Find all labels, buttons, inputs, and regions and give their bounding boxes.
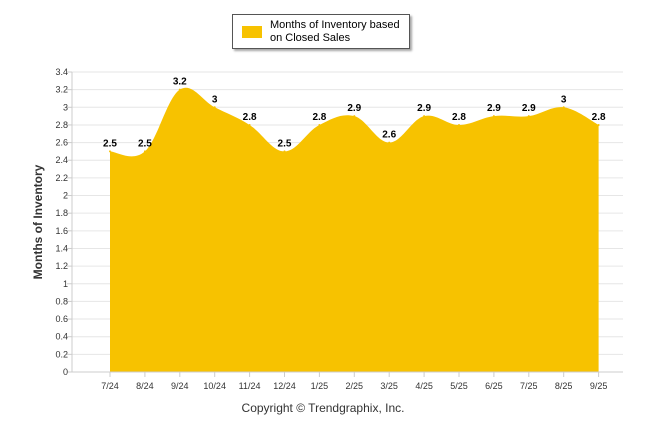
data-point-1 xyxy=(143,150,146,153)
data-point-5 xyxy=(283,150,286,153)
data-point-7 xyxy=(353,115,356,118)
x-tick-label-3: 10/24 xyxy=(203,381,226,391)
data-label-0: 2.5 xyxy=(103,138,117,149)
data-point-10 xyxy=(458,123,460,126)
x-tick-label-14: 9/25 xyxy=(590,381,608,391)
data-label-13: 3 xyxy=(561,94,567,105)
data-label-3: 3 xyxy=(212,94,218,105)
y-tick-label-2: 0.4 xyxy=(55,332,68,342)
legend-swatch xyxy=(242,26,262,38)
x-tick-label-6: 1/25 xyxy=(311,381,329,391)
y-tick-label-15: 3 xyxy=(63,102,68,112)
y-tick-label-13: 2.6 xyxy=(55,138,68,148)
data-label-14: 2.8 xyxy=(592,112,606,123)
area-fill xyxy=(110,87,599,373)
axes xyxy=(71,72,623,373)
y-tick-label-14: 2.8 xyxy=(55,120,68,130)
y-tick-label-12: 2.4 xyxy=(55,155,68,165)
x-tick-label-12: 7/25 xyxy=(520,381,538,391)
data-label-5: 2.5 xyxy=(278,138,292,149)
y-tick-label-8: 1.6 xyxy=(55,226,68,236)
x-tick-label-7: 2/25 xyxy=(346,381,364,391)
data-label-7: 2.9 xyxy=(347,103,361,114)
x-tick-label-1: 8/24 xyxy=(136,381,154,391)
data-label-1: 2.5 xyxy=(138,138,152,149)
data-point-2 xyxy=(178,88,181,91)
data-label-11: 2.9 xyxy=(487,103,501,114)
data-label-6: 2.8 xyxy=(312,112,326,123)
data-point-6 xyxy=(318,123,321,126)
y-tick-label-0: 0 xyxy=(63,367,68,377)
data-label-8: 2.6 xyxy=(382,130,396,141)
legend: Months of Inventory based on Closed Sale… xyxy=(232,14,410,49)
x-tick-label-13: 8/25 xyxy=(555,381,573,391)
y-axis-ticks: 0 0.2 0.4 0.6 0.8 1 1.2 1.4 1.6 1.8 2 2.2 2.4 2.6 2.8 3… xyxy=(55,67,72,377)
data-labels: 2.5 2.5 3.2 3 2.8 2.5 2.8 2.9 2.6 2.9 2.8 2.9 2.9 3 2.… xyxy=(103,77,606,150)
x-axis-ticks: 7/24 8/24 9/24 10/24 11/24 12/24 1/25 2/25 3/25 4… xyxy=(101,372,607,391)
data-point-9 xyxy=(423,115,426,118)
y-tick-label-17: 3.4 xyxy=(55,67,68,77)
data-point-8 xyxy=(388,141,391,144)
data-label-2: 3.2 xyxy=(173,77,187,88)
x-tick-label-8: 3/25 xyxy=(380,381,398,391)
y-tick-label-4: 0.8 xyxy=(55,296,68,306)
x-tick-label-11: 6/25 xyxy=(485,381,503,391)
y-tick-label-7: 1.4 xyxy=(55,243,68,253)
x-tick-label-0: 7/24 xyxy=(101,381,119,391)
data-point-11 xyxy=(492,115,495,118)
x-tick-label-2: 9/24 xyxy=(171,381,189,391)
x-tick-label-10: 5/25 xyxy=(450,381,468,391)
x-tick-label-5: 12/24 xyxy=(273,381,296,391)
legend-label: Months of Inventory based on Closed Sale… xyxy=(270,19,400,44)
x-tick-label-4: 11/24 xyxy=(239,381,261,391)
y-tick-label-16: 3.2 xyxy=(55,85,68,95)
data-point-0 xyxy=(109,150,111,153)
data-label-9: 2.9 xyxy=(417,103,431,114)
data-label-10: 2.8 xyxy=(452,112,466,123)
data-point-4 xyxy=(248,123,251,126)
data-point-12 xyxy=(527,115,530,118)
y-tick-label-6: 1.2 xyxy=(55,261,68,271)
y-tick-label-3: 0.6 xyxy=(55,314,68,324)
y-tick-label-5: 1 xyxy=(63,279,68,289)
data-point-3 xyxy=(213,106,216,109)
area-series xyxy=(109,87,600,373)
data-point-13 xyxy=(562,106,565,109)
data-label-12: 2.9 xyxy=(522,103,536,114)
data-label-4: 2.8 xyxy=(243,112,257,123)
y-tick-label-9: 1.8 xyxy=(55,208,68,218)
y-tick-label-1: 0.2 xyxy=(55,349,68,359)
y-axis-label: Months of Inventory xyxy=(31,164,45,279)
data-point-14 xyxy=(597,123,600,126)
x-tick-label-9: 4/25 xyxy=(415,381,433,391)
y-tick-label-11: 2.2 xyxy=(55,173,68,183)
copyright-text: Copyright © Trendgraphix, Inc. xyxy=(241,401,405,415)
y-tick-label-10: 2 xyxy=(63,191,68,201)
